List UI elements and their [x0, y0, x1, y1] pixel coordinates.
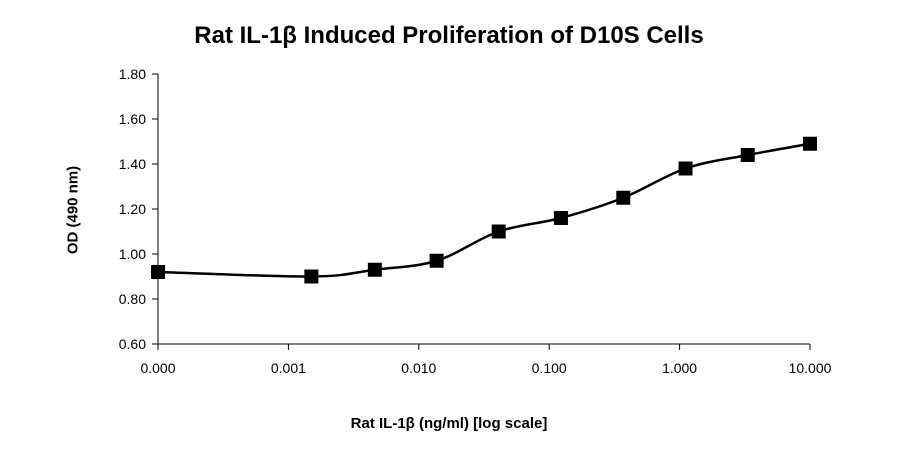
data-point: [151, 265, 165, 279]
y-tick-label: 0.80: [119, 291, 146, 307]
series-line: [157, 142, 811, 278]
data-point: [678, 161, 693, 176]
chart-title: Rat IL-1β Induced Proliferation of D10S …: [194, 22, 704, 49]
y-tick-label: 0.60: [119, 336, 146, 352]
x-tick-label: 1.000: [662, 360, 697, 376]
y-axis-label: OD (490 nm): [64, 165, 82, 255]
x-tick-label: 10.000: [789, 360, 832, 376]
y-tick-label: 1.40: [119, 156, 146, 172]
x-tick-label: 0.001: [271, 360, 306, 376]
data-point: [429, 253, 444, 268]
series: [151, 136, 817, 284]
axes: [157, 74, 810, 345]
x-tick-label: 0.100: [532, 360, 567, 376]
x-axis-label: Rat IL-1β (ng/ml) [log scale]: [350, 415, 548, 432]
data-point: [491, 224, 506, 239]
x-tick-label: 0.010: [401, 360, 436, 376]
data-point: [553, 211, 568, 225]
y-tick-label: 1.80: [119, 66, 146, 82]
data-point: [616, 190, 631, 205]
data-point: [740, 148, 755, 162]
data-point: [803, 136, 817, 151]
y-tick-label: 1.20: [119, 201, 146, 217]
x-tick-label: 0.000: [140, 360, 175, 376]
ticks: 0.60 0.80 1.00 1.20 1.40 1.60 1.80 0.000 0.001 0.…: [119, 66, 832, 376]
data-point: [304, 269, 319, 284]
data-point: [367, 262, 382, 277]
y-tick-label: 1.00: [119, 246, 146, 262]
y-tick-label: 1.60: [119, 111, 146, 127]
